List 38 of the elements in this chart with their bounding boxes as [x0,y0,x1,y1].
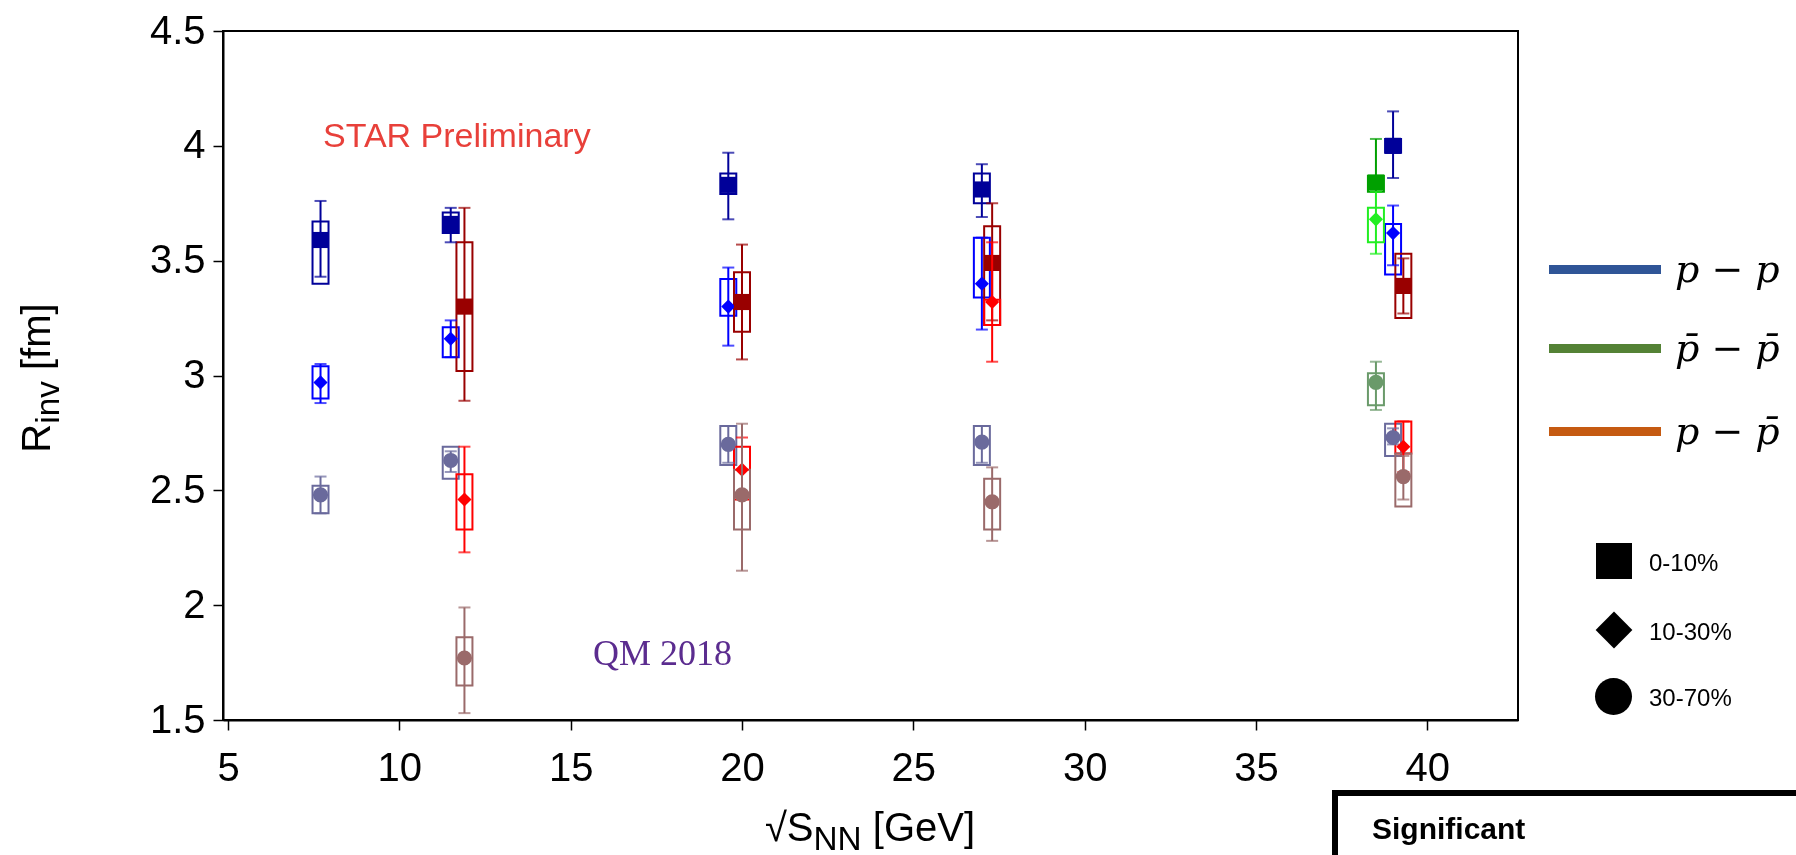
x-tick-label: 5 [217,744,240,789]
annotation: STAR Preliminary [323,116,591,155]
text: p̄ − p̄ [1675,326,1780,370]
point [456,298,473,315]
x-axis-title: √S$_{NN}$ [GeV] [764,805,976,855]
y-tick-label: 3 [183,352,206,396]
x-tick-label: 30 [1062,744,1108,789]
text: p − p [1675,247,1780,291]
text: Significant [1372,812,1526,846]
text: 0-10% [1649,549,1719,577]
point [985,294,1000,310]
text: p − p̄ [1675,409,1780,453]
x-tick-label: 15 [548,744,594,789]
annotation: QM 2018 [593,632,733,674]
point [312,231,329,249]
bar [441,445,460,480]
bar [1394,252,1413,320]
point [1386,226,1401,241]
y-tick-label: 2 [183,581,206,626]
point [974,276,989,291]
y-tick-label: 1.5 [149,696,206,741]
y-tick-label: 4.5 [149,7,206,52]
text: 10-30% [1649,618,1732,646]
y-tick-label: 3.5 [149,237,206,282]
x-tick-label: 40 [1405,744,1451,789]
point [721,299,736,314]
point [733,293,751,311]
y-tick-label: 4 [183,122,206,167]
bar [1394,452,1413,508]
x-tick-label: 10 [377,744,423,789]
y-tick-label: 2.5 [149,466,206,511]
point [1396,439,1411,454]
x-tick-label: 35 [1234,744,1279,789]
text: 30-70% [1649,684,1732,712]
bar [1384,422,1403,457]
x-tick-label: 25 [891,744,937,789]
x-tick-label: 20 [720,744,765,789]
bar [1394,420,1413,455]
